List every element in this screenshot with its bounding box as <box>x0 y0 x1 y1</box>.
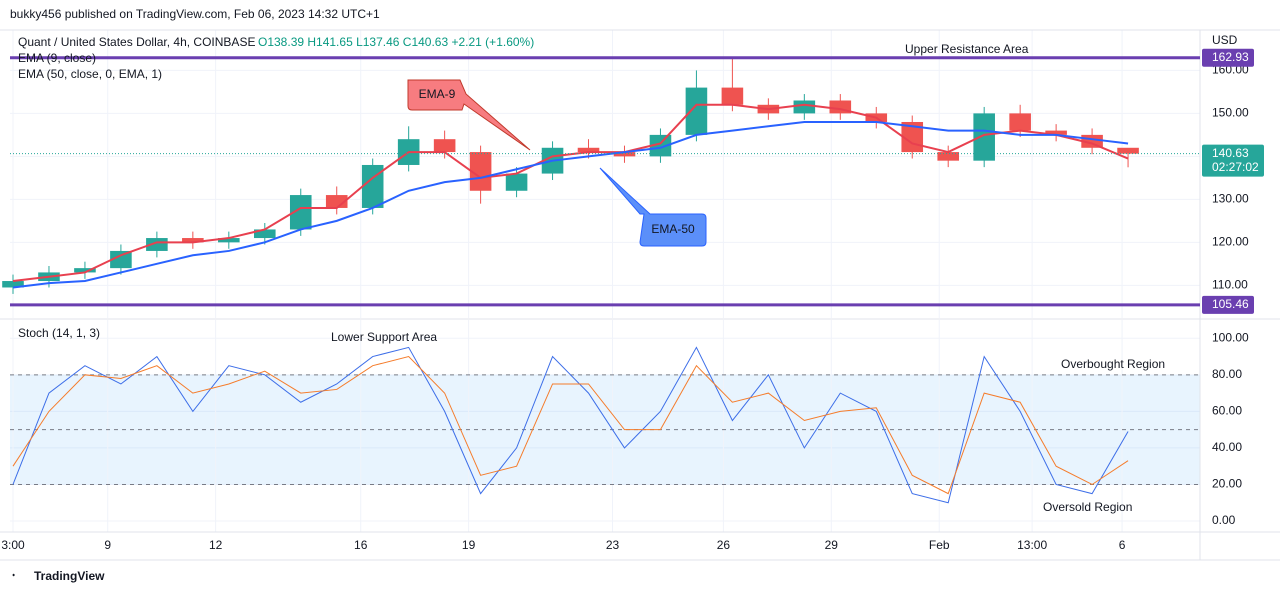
legend-entry: EMA (50, close, 0, EMA, 1) <box>18 67 162 81</box>
oversold-label: Oversold Region <box>1043 500 1132 514</box>
resistance-label: Upper Resistance Area <box>905 42 1029 56</box>
candle-body <box>721 87 744 105</box>
candle-body <box>253 229 276 239</box>
y-tick-label: 60.00 <box>1212 404 1242 418</box>
y-tick-label: 40.00 <box>1212 440 1242 454</box>
y-tick-label: 130.00 <box>1212 192 1249 206</box>
y-tick-label: 80.00 <box>1212 367 1242 381</box>
candle-body <box>793 100 816 114</box>
ohlc: O138.39 H141.65 L137.46 C140.63 +2.21 (+… <box>258 35 534 49</box>
x-tick-label: 12 <box>209 538 223 552</box>
labels: 110.00120.00130.00140.00150.00160.00162.… <box>1 42 1264 552</box>
candle-body <box>74 268 96 273</box>
x-tick-label: 3:00 <box>1 538 25 552</box>
candle-body <box>146 238 168 251</box>
symbol: Quant / United States Dollar, 4h, COINBA… <box>18 35 255 49</box>
candle-body <box>505 173 528 191</box>
candle-body <box>685 87 708 135</box>
level-price: 162.93 <box>1212 50 1249 64</box>
candle-body <box>289 195 312 230</box>
x-tick-label: 26 <box>717 538 731 552</box>
last-price: 140.63 <box>1212 146 1249 160</box>
y-tick-label: 20.00 <box>1212 477 1242 491</box>
ema50-label: EMA-50 <box>651 222 695 236</box>
x-tick-label: 9 <box>104 538 111 552</box>
y-tick-label: 100.00 <box>1212 330 1249 344</box>
legend-entry: EMA (9, close) <box>18 51 96 65</box>
currency: USD <box>1212 33 1238 47</box>
candle-body <box>1117 147 1139 154</box>
level-price-box <box>1202 48 1254 67</box>
y-tick-label: 150.00 <box>1212 106 1249 120</box>
level-price-box <box>1202 295 1254 314</box>
marks <box>2 56 1200 504</box>
support-label: Lower Support Area <box>331 330 437 344</box>
level-price: 105.46 <box>1212 297 1249 311</box>
candle-body <box>2 281 24 288</box>
brand-logo: ᛫ <box>10 569 17 583</box>
x-tick-label: 29 <box>825 538 839 552</box>
candle-body <box>649 134 672 157</box>
ema50-callout <box>599 167 707 247</box>
candle-body <box>110 250 132 269</box>
brand: TradingView <box>34 569 105 583</box>
published: bukky456 published on TradingView.com, F… <box>10 7 380 21</box>
candle-body <box>433 139 456 153</box>
series-line <box>12 120 1129 289</box>
candle-body <box>613 152 636 157</box>
candle-body <box>577 147 600 153</box>
series-line <box>12 355 1129 495</box>
candle-body <box>469 152 492 191</box>
candle-body <box>218 238 240 243</box>
candle-body <box>937 152 960 161</box>
x-tick-label: 16 <box>354 538 368 552</box>
stoch-title: Stoch (14, 1, 3) <box>18 326 100 340</box>
overbought-label: Overbought Region <box>1061 357 1165 371</box>
candle-body <box>973 113 995 161</box>
series-line <box>12 346 1129 504</box>
y-tick-label: 0.00 <box>1212 513 1236 527</box>
candle-body <box>182 238 204 243</box>
last-price-box <box>1202 144 1264 177</box>
ema9-callout <box>407 79 531 151</box>
candle-body <box>1045 130 1067 135</box>
y-tick-label: 120.00 <box>1212 235 1249 249</box>
x-tick-label: Feb <box>929 538 950 552</box>
candle-body <box>1009 113 1031 131</box>
ema9-label: EMA-9 <box>419 87 456 101</box>
x-tick-label: 23 <box>606 538 620 552</box>
x-tick-label: 13:00 <box>1017 538 1047 552</box>
countdown: 02:27:02 <box>1212 160 1259 174</box>
candle-body <box>361 164 384 208</box>
series-line <box>12 103 1129 283</box>
x-tick-label: 6 <box>1119 538 1126 552</box>
y-tick-label: 110.00 <box>1212 278 1248 292</box>
x-tick-label: 19 <box>462 538 476 552</box>
